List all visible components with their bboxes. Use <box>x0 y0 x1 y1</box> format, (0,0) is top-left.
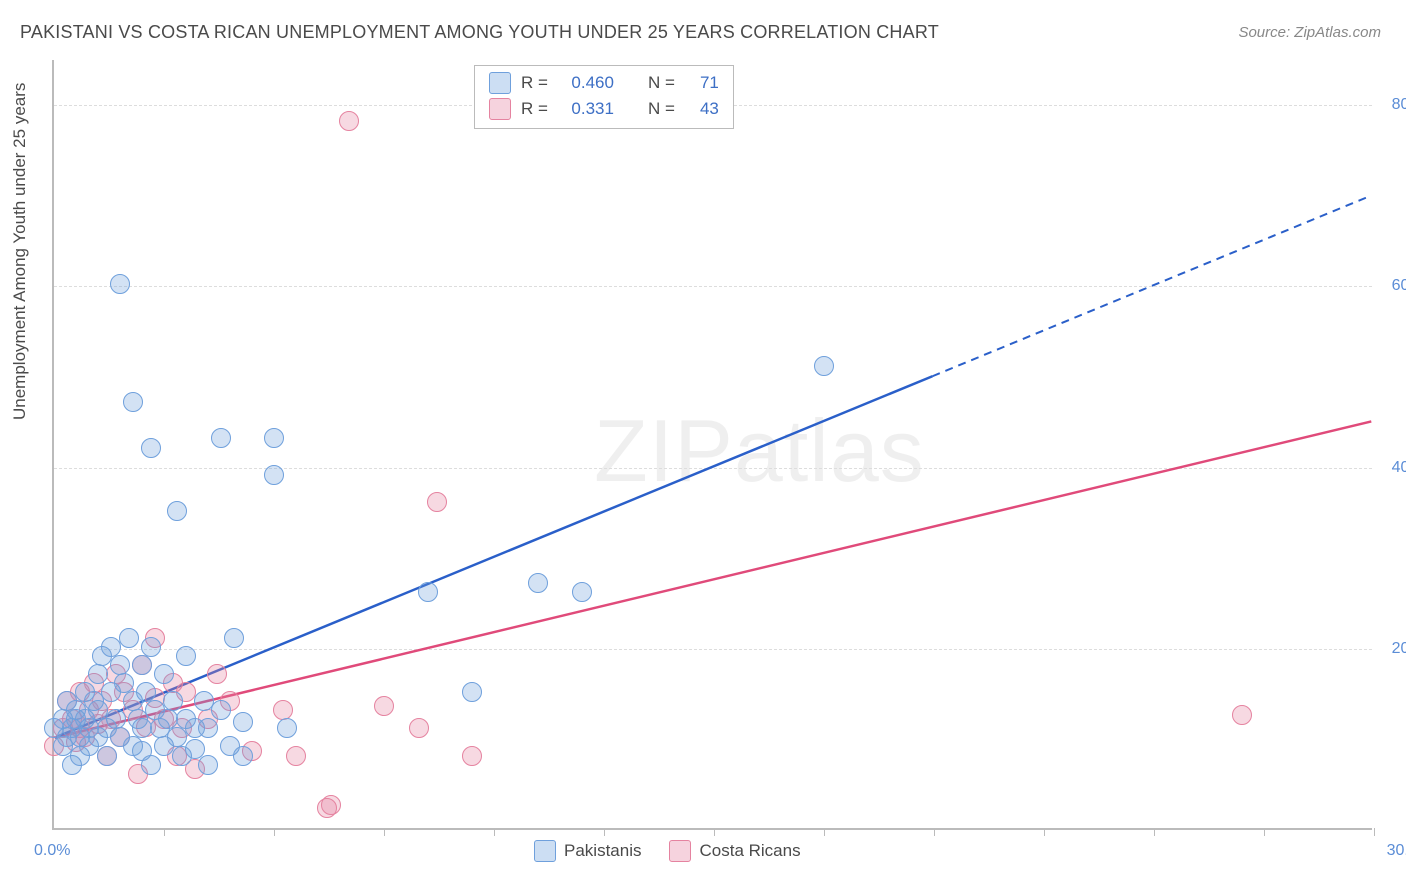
gridline <box>54 468 1372 469</box>
scatter-point <box>167 501 187 521</box>
n-value-a: 71 <box>685 70 719 96</box>
scatter-point <box>374 696 394 716</box>
y-tick-label: 80.0% <box>1392 96 1406 114</box>
correlation-legend: R = 0.460 N = 71 R = 0.331 N = 43 <box>474 65 734 129</box>
scatter-point <box>418 582 438 602</box>
legend-row-series-a: R = 0.460 N = 71 <box>489 70 719 96</box>
legend-label-a: Pakistanis <box>564 841 641 861</box>
y-tick-label: 60.0% <box>1392 277 1406 295</box>
x-tick <box>1044 828 1045 836</box>
legend-row-series-b: R = 0.331 N = 43 <box>489 96 719 122</box>
scatter-point <box>224 628 244 648</box>
scatter-point <box>264 428 284 448</box>
scatter-point <box>321 795 341 815</box>
scatter-point <box>277 718 297 738</box>
scatter-point <box>339 111 359 131</box>
x-tick <box>164 828 165 836</box>
scatter-point <box>132 655 152 675</box>
scatter-point <box>106 709 126 729</box>
x-tick <box>824 828 825 836</box>
scatter-point <box>264 465 284 485</box>
y-tick-label: 20.0% <box>1392 640 1406 658</box>
x-tick <box>604 828 605 836</box>
scatter-point <box>136 682 156 702</box>
scatter-point <box>233 746 253 766</box>
scatter-point <box>88 664 108 684</box>
y-tick-label: 40.0% <box>1392 459 1406 477</box>
chart-title: PAKISTANI VS COSTA RICAN UNEMPLOYMENT AM… <box>20 22 939 43</box>
scatter-point <box>141 438 161 458</box>
swatch-series-a <box>489 72 511 94</box>
y-axis-label: Unemployment Among Youth under 25 years <box>10 83 30 420</box>
r-value-b: 0.331 <box>558 96 614 122</box>
swatch-series-b <box>669 840 691 862</box>
scatter-point <box>528 573 548 593</box>
scatter-point <box>462 682 482 702</box>
x-tick <box>934 828 935 836</box>
legend-label-b: Costa Ricans <box>699 841 800 861</box>
watermark: ZIPatlas <box>594 400 925 502</box>
scatter-point <box>207 664 227 684</box>
gridline <box>54 649 1372 650</box>
scatter-point <box>97 746 117 766</box>
swatch-series-b <box>489 98 511 120</box>
n-value-b: 43 <box>685 96 719 122</box>
scatter-point <box>141 637 161 657</box>
scatter-point <box>154 664 174 684</box>
x-tick <box>1154 828 1155 836</box>
scatter-point <box>119 628 139 648</box>
scatter-point <box>211 700 231 720</box>
scatter-point <box>462 746 482 766</box>
scatter-point <box>273 700 293 720</box>
scatter-point <box>110 274 130 294</box>
x-tick <box>384 828 385 836</box>
scatter-point <box>141 755 161 775</box>
scatter-point <box>198 718 218 738</box>
x-tick <box>1374 828 1375 836</box>
scatter-point <box>814 356 834 376</box>
watermark-bold: ZIP <box>594 401 734 500</box>
scatter-point <box>198 755 218 775</box>
scatter-point <box>123 392 143 412</box>
x-tick <box>714 828 715 836</box>
scatter-point <box>233 712 253 732</box>
legend-item-series-a: Pakistanis <box>534 840 641 862</box>
scatter-point <box>163 691 183 711</box>
scatter-point <box>114 673 134 693</box>
n-label: N = <box>648 70 675 96</box>
scatter-point <box>409 718 429 738</box>
scatter-point <box>211 428 231 448</box>
series-legend: Pakistanis Costa Ricans <box>534 840 801 862</box>
r-value-a: 0.460 <box>558 70 614 96</box>
watermark-thin: atlas <box>734 401 925 500</box>
gridline <box>54 286 1372 287</box>
x-tick <box>494 828 495 836</box>
scatter-point <box>176 646 196 666</box>
scatter-point <box>110 655 130 675</box>
x-axis-max-label: 30.0% <box>1387 842 1406 860</box>
scatter-point <box>427 492 447 512</box>
source-attribution: Source: ZipAtlas.com <box>1238 24 1381 41</box>
legend-item-series-b: Costa Ricans <box>669 840 800 862</box>
scatter-point <box>286 746 306 766</box>
x-tick <box>1264 828 1265 836</box>
r-label: R = <box>521 96 548 122</box>
x-tick <box>274 828 275 836</box>
n-label: N = <box>648 96 675 122</box>
swatch-series-a <box>534 840 556 862</box>
chart-plot-area: ZIPatlas 0.0% 30.0% R = 0.460 N = 71 R =… <box>52 60 1372 830</box>
x-axis-min-label: 0.0% <box>34 842 70 860</box>
r-label: R = <box>521 70 548 96</box>
trend-lines <box>54 60 1372 828</box>
scatter-point <box>1232 705 1252 725</box>
scatter-point <box>572 582 592 602</box>
